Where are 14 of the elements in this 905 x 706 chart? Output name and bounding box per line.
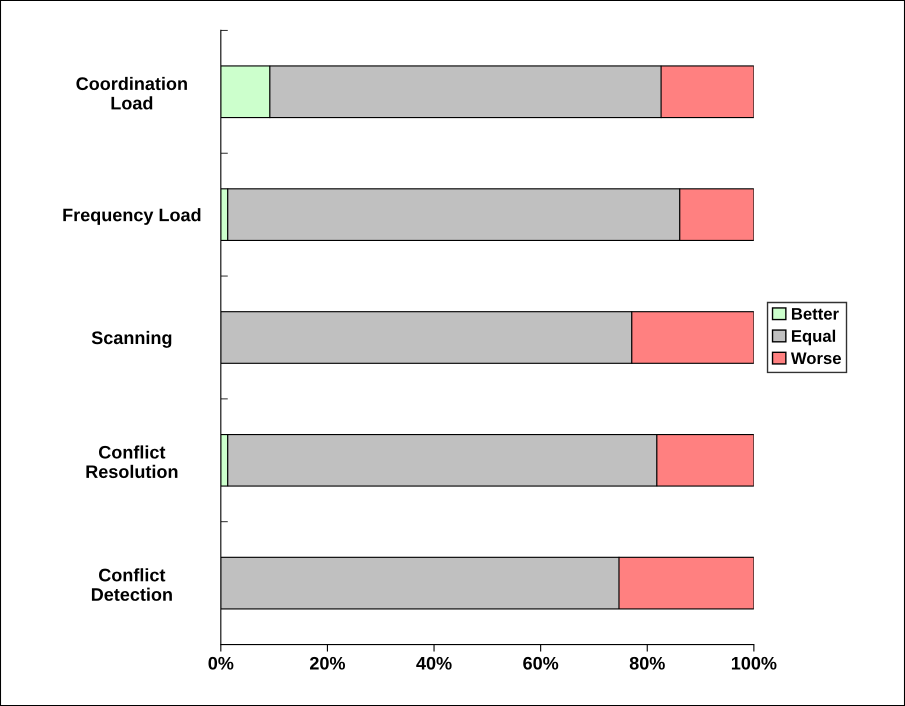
y-tick-label: Frequency Load	[63, 208, 200, 225]
y-tick-label: Conflict Resolution	[86, 445, 178, 478]
y-tick-label: Conflict Detection	[92, 568, 172, 601]
x-tick-label: 0%	[208, 656, 234, 670]
legend-label: Better	[792, 308, 839, 320]
x-tick-label: 80%	[630, 656, 665, 670]
x-tick-label: 20%	[310, 656, 346, 670]
y-tick-label: Scanning	[92, 330, 172, 348]
legend-label: Equal	[792, 330, 836, 346]
y-tick-label: Coordination Load	[76, 76, 187, 110]
x-tick-label: 40%	[416, 656, 452, 670]
x-tick-label: 60%	[523, 656, 558, 670]
x-tick-label: 100%	[732, 656, 776, 670]
legend-label: Worse	[790, 352, 841, 364]
